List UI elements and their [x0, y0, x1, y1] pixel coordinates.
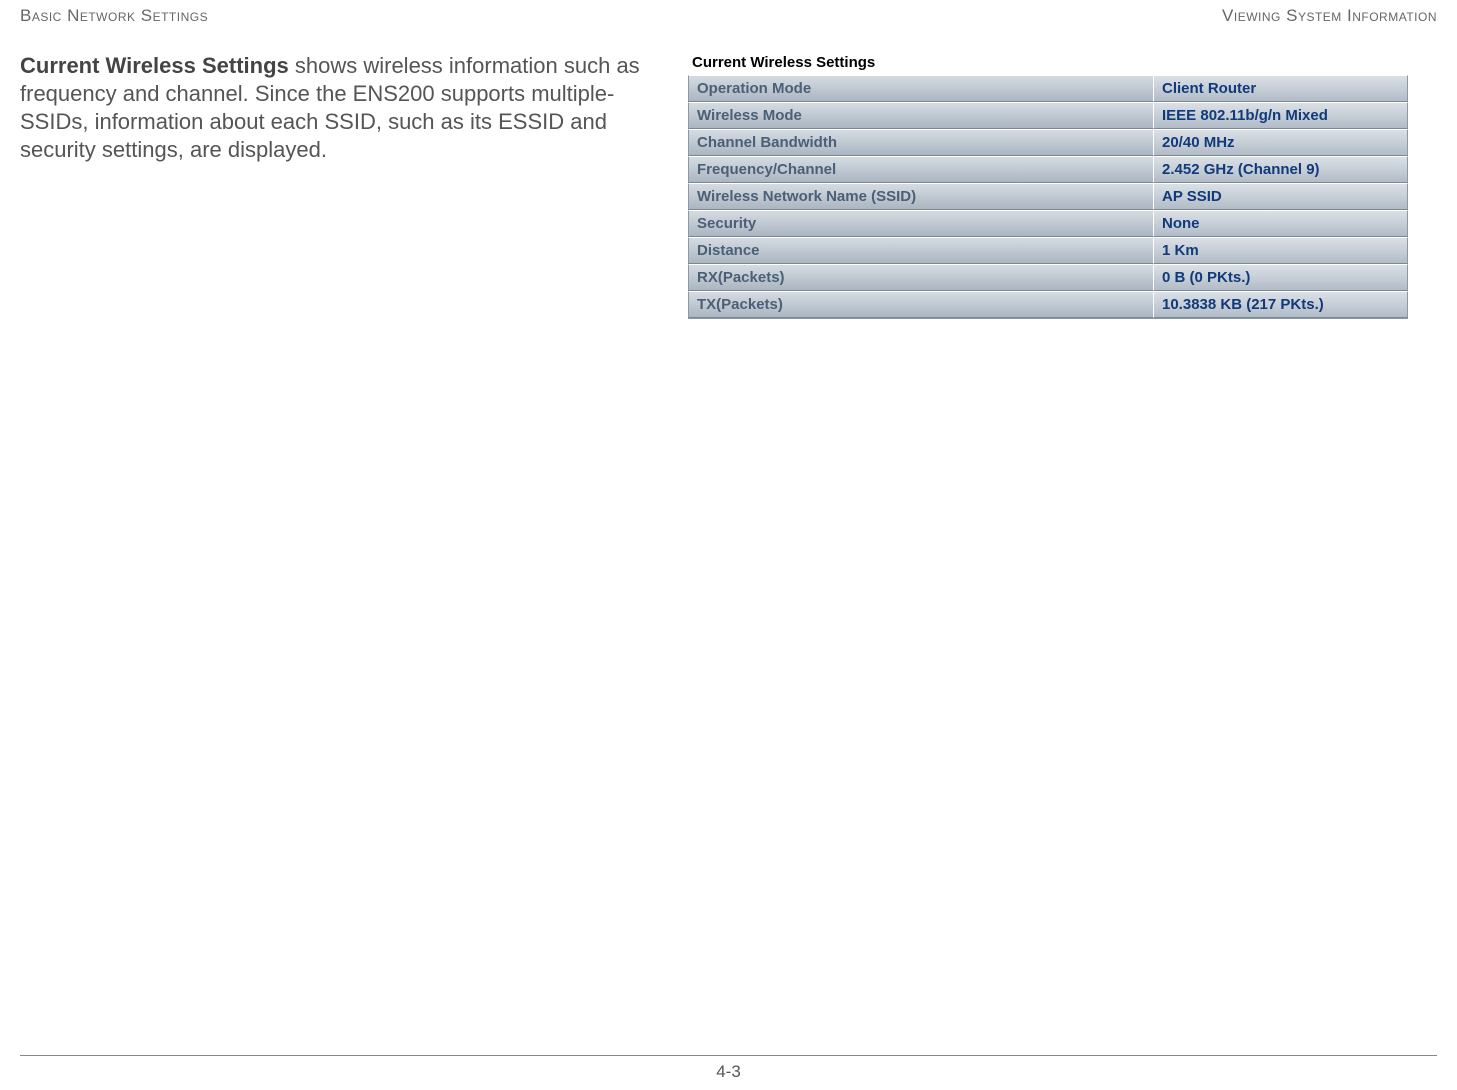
row-value: 1 Km [1153, 237, 1408, 264]
table-row: Wireless ModeIEEE 802.11b/g/n Mixed [688, 102, 1408, 129]
row-label: TX(Packets) [688, 291, 1153, 318]
page-header: Basic Network Settings Viewing System In… [0, 0, 1457, 30]
row-value: 2.452 GHz (Channel 9) [1153, 156, 1408, 183]
body-text-column: Current Wireless Settings shows wireless… [20, 52, 680, 165]
page-number: 4-3 [0, 1062, 1457, 1082]
row-value: Client Router [1153, 75, 1408, 102]
lead-term: Current Wireless Settings [20, 53, 289, 78]
footer-rule [20, 1055, 1437, 1056]
row-label: Operation Mode [688, 75, 1153, 102]
row-value: None [1153, 210, 1408, 237]
row-label: Distance [688, 237, 1153, 264]
row-label: Frequency/Channel [688, 156, 1153, 183]
header-left: Basic Network Settings [20, 6, 208, 26]
table-row: TX(Packets)10.3838 KB (217 PKts.) [688, 291, 1408, 318]
row-label: Wireless Mode [688, 102, 1153, 129]
row-value: 20/40 MHz [1153, 129, 1408, 156]
table-row: RX(Packets)0 B (0 PKts.) [688, 264, 1408, 291]
row-value: 10.3838 KB (217 PKts.) [1153, 291, 1408, 318]
table-row: Distance1 Km [688, 237, 1408, 264]
row-label: Security [688, 210, 1153, 237]
table-row: Operation ModeClient Router [688, 75, 1408, 102]
page-content: Current Wireless Settings shows wireless… [0, 30, 1457, 319]
row-value: AP SSID [1153, 183, 1408, 210]
figure-column: Current Wireless Settings Operation Mode… [688, 52, 1408, 319]
settings-table: Operation ModeClient RouterWireless Mode… [688, 75, 1408, 319]
row-label: RX(Packets) [688, 264, 1153, 291]
table-row: Wireless Network Name (SSID)AP SSID [688, 183, 1408, 210]
row-label: Channel Bandwidth [688, 129, 1153, 156]
figure-title: Current Wireless Settings [688, 52, 1408, 75]
row-value: IEEE 802.11b/g/n Mixed [1153, 102, 1408, 129]
table-row: SecurityNone [688, 210, 1408, 237]
header-right: Viewing System Information [1222, 6, 1437, 26]
row-value: 0 B (0 PKts.) [1153, 264, 1408, 291]
table-row: Channel Bandwidth20/40 MHz [688, 129, 1408, 156]
table-row: Frequency/Channel2.452 GHz (Channel 9) [688, 156, 1408, 183]
row-label: Wireless Network Name (SSID) [688, 183, 1153, 210]
